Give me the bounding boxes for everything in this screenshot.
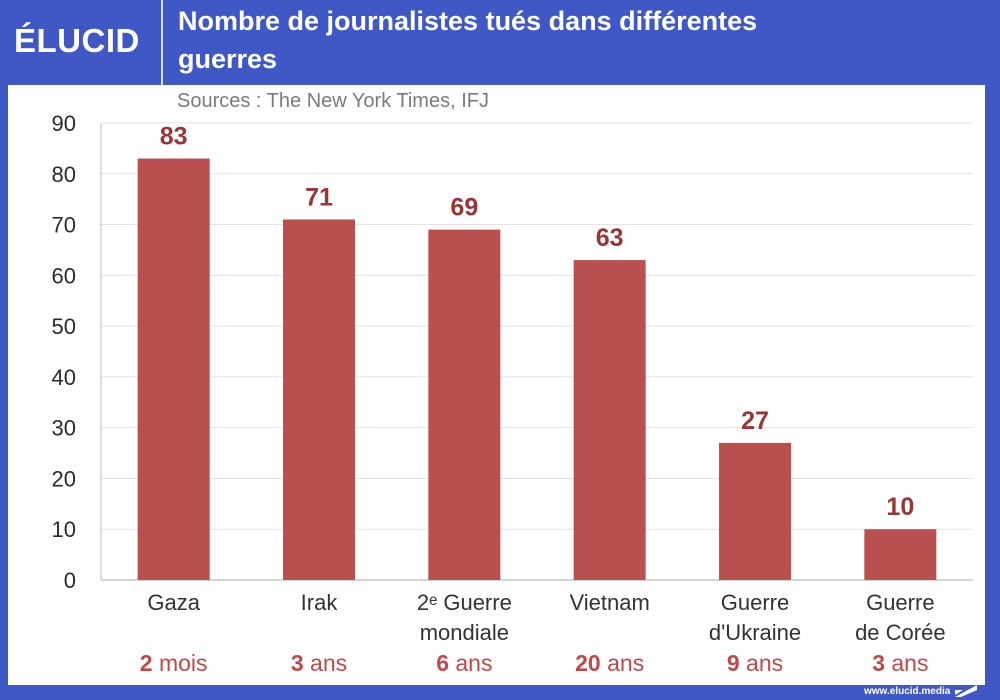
bars bbox=[137, 158, 937, 581]
chart-source: Sources : The New York Times, IFJ bbox=[177, 90, 489, 112]
category-label: Guerre bbox=[866, 590, 934, 615]
category-label: 2ᵉ Guerre bbox=[417, 590, 512, 615]
duration-number: 9 bbox=[727, 650, 740, 676]
y-tick-label: 80 bbox=[52, 162, 76, 187]
bar bbox=[719, 442, 791, 580]
y-tick-label: 0 bbox=[64, 568, 76, 593]
value-label: 10 bbox=[886, 493, 914, 521]
y-tick-label: 70 bbox=[52, 213, 76, 238]
bar bbox=[573, 260, 646, 580]
duration-unit: mois bbox=[153, 650, 208, 676]
category-label: Gaza bbox=[147, 590, 200, 615]
gridlines bbox=[100, 122, 973, 581]
duration-unit: ans bbox=[601, 650, 644, 676]
footer-url[interactable]: www.elucid.media bbox=[864, 686, 951, 697]
bar bbox=[864, 529, 937, 580]
chart-title-line-2: guerres bbox=[178, 44, 278, 74]
header-divider bbox=[161, 0, 163, 85]
duration-label: 20 ans bbox=[575, 650, 644, 676]
duration-number: 2 bbox=[140, 650, 153, 676]
chart-title: Nombre de journalistes tués dans différe… bbox=[178, 2, 978, 78]
y-tick-label: 30 bbox=[52, 416, 76, 441]
value-label: 63 bbox=[596, 224, 624, 252]
duration-label: 6 ans bbox=[436, 650, 492, 676]
duration-unit: ans bbox=[740, 650, 783, 676]
duration-number: 3 bbox=[872, 650, 885, 676]
duration-unit: ans bbox=[449, 650, 492, 676]
duration-label: 3 ans bbox=[291, 650, 347, 676]
y-axis-ticks: 0 10 20 30 40 50 60 70 80 90 bbox=[52, 111, 76, 593]
duration-number: 3 bbox=[291, 650, 304, 676]
y-tick-label: 20 bbox=[52, 466, 76, 491]
category-label: Guerre bbox=[721, 590, 789, 615]
duration-label: 3 ans bbox=[872, 650, 928, 676]
header: ÉLUCID Nombre de journalistes tués dans … bbox=[0, 0, 1000, 85]
bar bbox=[283, 219, 355, 580]
y-tick-label: 50 bbox=[52, 314, 76, 339]
y-tick-label: 90 bbox=[52, 111, 76, 136]
duration-number: 6 bbox=[436, 650, 449, 676]
y-tick-label: 60 bbox=[52, 263, 76, 288]
y-tick-label: 40 bbox=[52, 365, 76, 390]
elucid-logo: ÉLUCID bbox=[14, 22, 140, 59]
duration-label: 2 mois bbox=[140, 650, 208, 676]
category-label: Vietnam bbox=[570, 590, 650, 615]
value-label: 27 bbox=[741, 407, 769, 435]
category-label: d'Ukraine bbox=[709, 620, 801, 645]
y-tick-label: 10 bbox=[52, 517, 76, 542]
duration-unit: ans bbox=[304, 650, 347, 676]
elucid-mark-icon bbox=[955, 685, 977, 697]
duration-unit: ans bbox=[885, 650, 928, 676]
value-label: 69 bbox=[450, 194, 478, 222]
value-labels: 83 71 69 63 27 10 bbox=[160, 123, 914, 522]
category-label: de Corée bbox=[855, 620, 946, 645]
duration-labels: 2 mois 3 ans 6 ans 20 ans 9 ans 3 ans bbox=[140, 650, 929, 676]
category-labels: Gaza Irak 2ᵉ Guerre mondiale Vietnam Guerre d'… bbox=[147, 590, 945, 645]
value-label: 71 bbox=[305, 183, 333, 211]
bar bbox=[428, 229, 501, 580]
bar bbox=[137, 158, 210, 581]
duration-label: 9 ans bbox=[727, 650, 783, 676]
category-label: Irak bbox=[301, 590, 339, 615]
value-label: 83 bbox=[160, 123, 188, 151]
duration-number: 20 bbox=[575, 650, 601, 676]
category-label: mondiale bbox=[420, 620, 509, 645]
chart-title-line-1: Nombre de journalistes tués dans différe… bbox=[178, 6, 758, 36]
